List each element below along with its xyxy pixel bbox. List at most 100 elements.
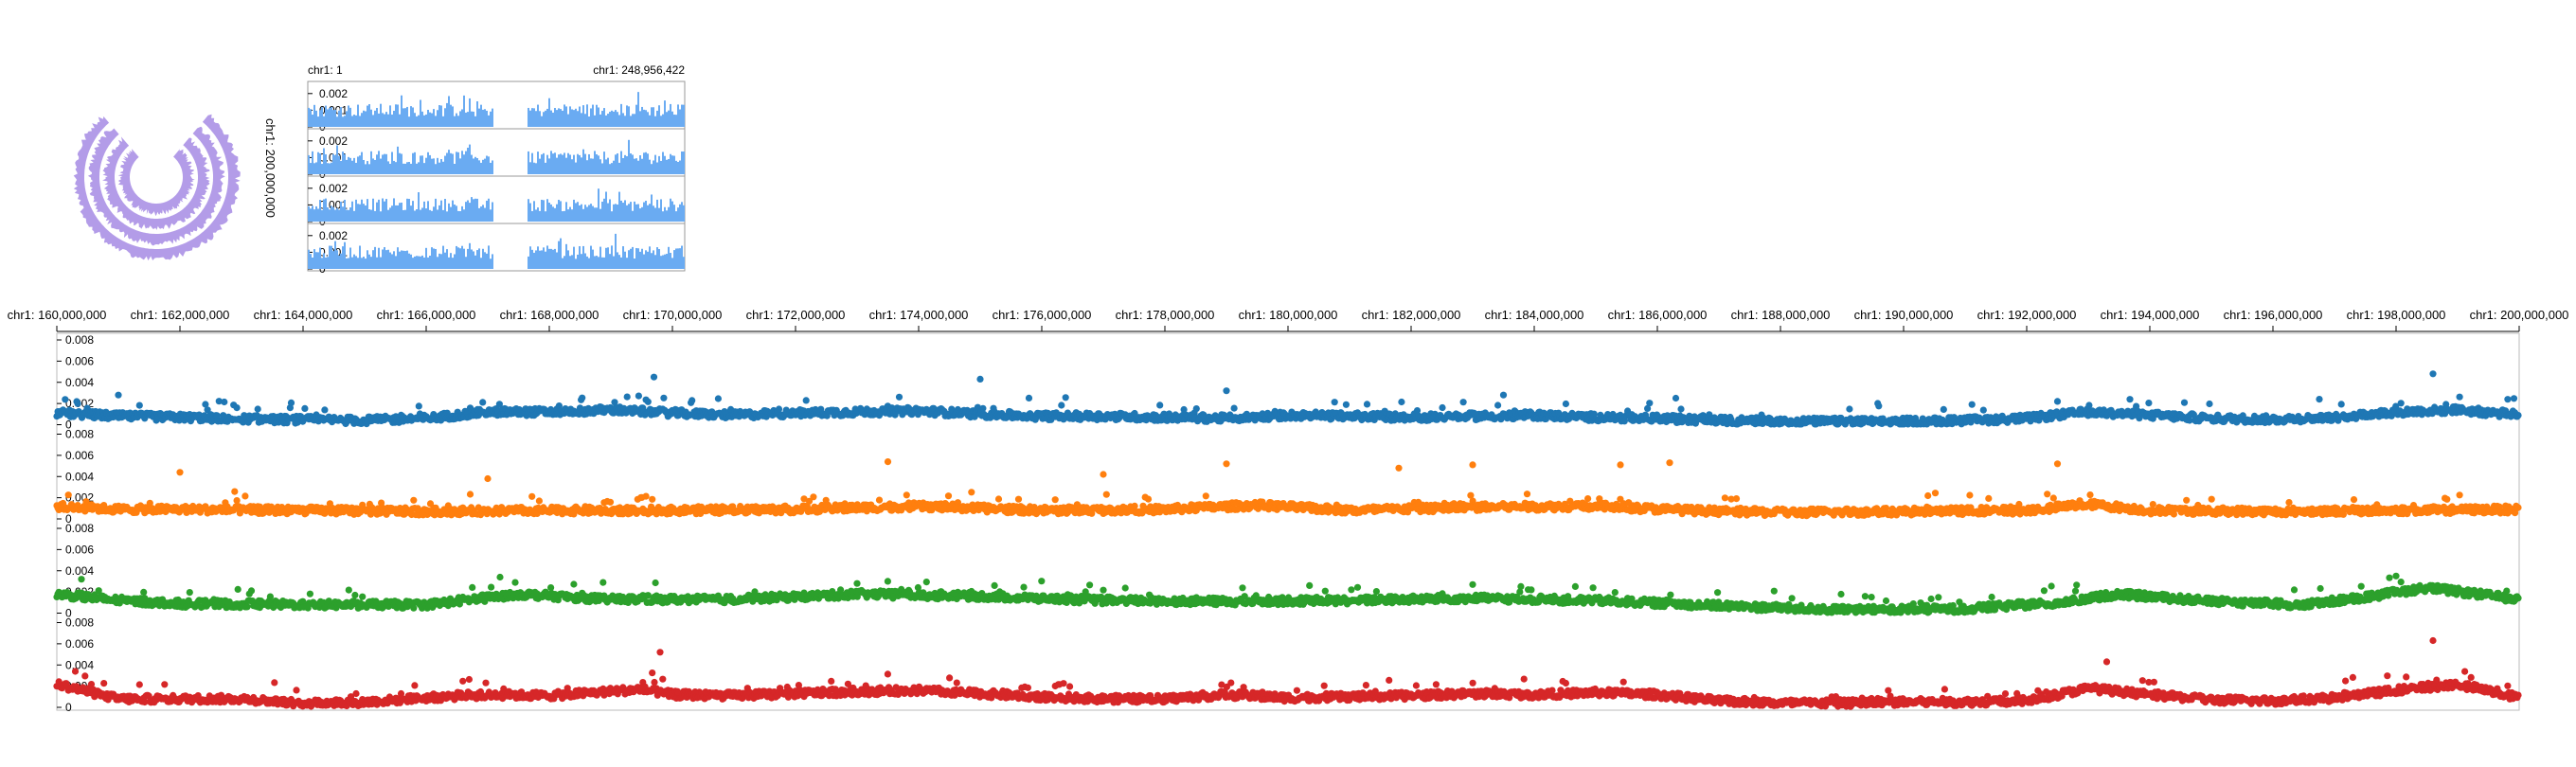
overview-bar [420,155,421,174]
overview-bar [662,255,664,269]
overview-bar [408,199,410,222]
overview-bar [624,200,626,222]
overview-bar [310,109,312,127]
overview-bar [575,162,577,174]
overview-bar [492,202,493,222]
overview-bar [471,111,473,127]
overview-bar [401,153,402,174]
scatter-point [466,491,474,498]
overview-bar [313,209,315,222]
overview-bar [382,113,384,127]
overview-bar [452,200,454,222]
overview-bar [649,115,651,127]
overview-bar [634,158,635,174]
overview-bar [607,114,609,127]
scatter-point [1931,490,1940,497]
overview-bar [348,209,349,222]
overview-bar [361,199,363,222]
circular-track[interactable] [117,149,195,216]
overview-bar [543,247,545,269]
overview-bar [444,199,446,222]
overview-bar [308,249,310,269]
overview-bar [537,207,539,222]
overview-bar [367,105,368,127]
scatter-point [1968,401,1976,408]
overview-bar [541,116,543,127]
circular-track[interactable] [102,136,210,230]
overview-bar [315,110,317,127]
overview-bar [420,209,421,222]
overview-bar [533,252,535,269]
overview-bar [463,154,465,174]
overview-bar [535,111,537,127]
scatter-point [301,404,309,412]
overview-bar [450,253,452,269]
overview-bar [531,210,533,222]
overview-bar [601,201,603,222]
circular-genome-view[interactable] [73,114,241,261]
overview-bar [546,245,548,269]
overview-bar [429,154,431,174]
overview-bar [573,246,575,269]
overview-bar [378,199,380,222]
overview-bar [664,155,666,174]
overview-bar [617,252,618,269]
detail-scatter-panel[interactable]: chr1: 160,000,000 chr1: 162,000,000 chr1: … [8,308,2569,714]
overview-bar [346,159,348,174]
x-axis-tick-label: chr1: 188,000,000 [1731,308,1831,322]
overview-bar [620,200,622,222]
overview-bar [613,160,615,174]
overview-bar [679,160,681,174]
overview-bar [338,155,340,174]
overview-bar [609,199,611,222]
overview-bar [374,210,376,222]
overview-bar [382,154,384,174]
circular-track[interactable] [87,126,225,246]
scatter-point-peak [115,391,122,399]
overview-bar [664,100,666,127]
overview-bar [668,158,670,174]
overview-bar [554,207,556,222]
overview-bar [626,258,628,269]
overview-bar [605,115,607,127]
overview-bar [615,204,617,222]
scatter-point [579,394,586,401]
scatter-point [2126,396,2134,403]
overview-bar [573,154,575,174]
scatter-point [220,412,227,419]
x-axis-tick-label: chr1: 176,000,000 [993,308,1092,322]
overview-bar [438,253,440,269]
overview-bar [592,104,594,127]
overview-bar [310,254,312,269]
overview-bar [435,164,437,174]
linear-overview-panel[interactable]: 0.0020.00100.0020.00100.0020.00100.0020.… [307,80,686,276]
overview-bar [457,116,459,127]
overview-bar [567,114,569,127]
overview-bar [556,110,558,127]
overview-bar [353,210,355,222]
overview-bar [531,152,533,174]
overview-bar [653,250,654,269]
overview-bar [370,109,372,127]
scatter-point-peak [650,373,658,381]
overview-bar [465,202,467,222]
overview-bar [671,201,673,222]
overview-bar [457,210,459,222]
overview-bar [404,108,406,127]
overview-bar [355,162,357,174]
overview-bar [376,154,378,174]
scatter-point [979,404,987,412]
scatter-point [1202,492,1209,500]
x-axis-tick-label: chr1: 198,000,000 [2347,308,2446,322]
overview-bar [370,151,372,174]
overview-bar [461,205,463,222]
overview-bar [601,111,603,127]
overview-bar [372,115,374,127]
overview-bar [558,154,560,174]
